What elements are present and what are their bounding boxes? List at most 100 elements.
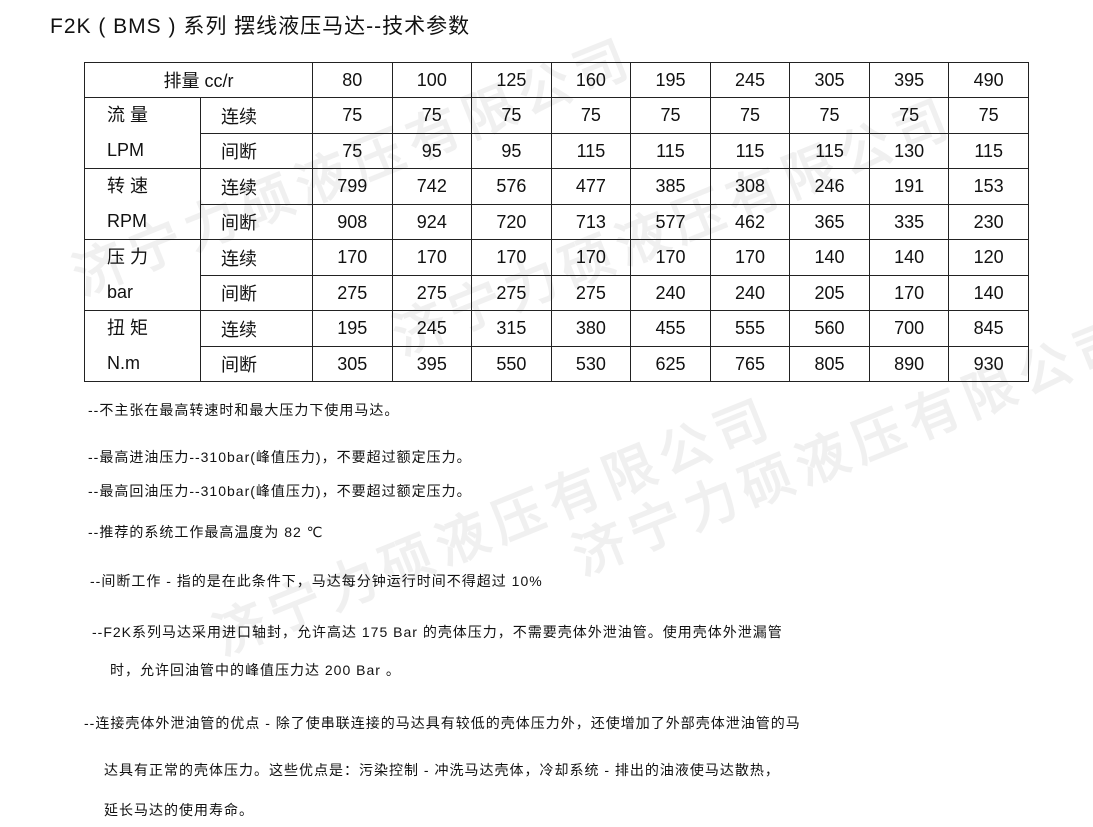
value-cell: 115	[948, 132, 1029, 170]
value-cell: 380	[550, 310, 632, 347]
value-cell: 240	[709, 274, 791, 312]
header-label: 排量 cc/r	[84, 61, 313, 99]
row-label: 连续	[200, 310, 313, 347]
group-label: 转 速 RPM	[84, 168, 201, 241]
value-cell: 170	[471, 239, 552, 276]
value-cell: 765	[709, 345, 791, 383]
table-row: 扭 矩 N.m 连续 195 245 315 380 455 555 560 700 845	[84, 310, 1029, 383]
value-cell: 240	[630, 274, 711, 312]
value-cell: 477	[550, 168, 632, 205]
value-cell: 170	[391, 239, 473, 276]
displacement-cell: 195	[630, 61, 711, 99]
displacement-cell: 305	[789, 61, 870, 99]
group-unit: RPM	[107, 211, 147, 232]
value-cell: 275	[471, 274, 552, 312]
displacement-cell: 160	[550, 61, 632, 99]
value-cell: 395	[391, 345, 473, 383]
value-cell: 115	[789, 132, 870, 170]
note-line: --连接壳体外泄油管的优点 - 除了使串联连接的马达具有较低的壳体压力外，还使增…	[84, 715, 801, 731]
value-cell: 75	[709, 97, 791, 134]
value-cell: 75	[948, 97, 1029, 134]
value-cell: 115	[550, 132, 632, 170]
table-row: 流 量 LPM 连续 75 75 75 75 75 75 75 75 75	[84, 97, 1029, 170]
group-unit: LPM	[107, 140, 145, 161]
table-row: 间断 305 395 550 530 625 765 805 890 930	[85, 345, 1029, 383]
value-cell: 75	[550, 97, 632, 134]
value-cell: 700	[868, 310, 950, 347]
value-cell: 170	[312, 239, 393, 276]
value-cell: 75	[391, 97, 473, 134]
value-cell: 315	[471, 310, 552, 347]
value-cell: 805	[789, 345, 870, 383]
value-cell: 230	[948, 203, 1029, 241]
value-cell: 305	[312, 345, 393, 383]
row-label: 间断	[200, 132, 313, 170]
value-cell: 115	[709, 132, 791, 170]
displacement-cell: 100	[391, 61, 473, 99]
row-label: 间断	[200, 274, 313, 312]
group-name: 流 量	[107, 105, 149, 126]
value-cell: 195	[312, 310, 393, 347]
value-cell: 140	[868, 239, 950, 276]
note-line: 达具有正常的壳体压力。这些优点是：污染控制 - 冲洗马达壳体，冷却系统 - 排出…	[104, 762, 780, 778]
table-row: 压 力 bar 连续 170 170 170 170 170 170 140 140 120	[84, 239, 1029, 312]
group-label: 流 量 LPM	[84, 97, 201, 170]
value-cell: 95	[391, 132, 473, 170]
value-cell: 120	[948, 239, 1029, 276]
note-line: --最高回油压力--310bar(峰值压力)，不要超过额定压力。	[88, 483, 472, 499]
note-line: 时，允许回油管中的峰值压力达 200 Bar 。	[110, 662, 401, 678]
row-label: 间断	[200, 203, 313, 241]
value-cell: 115	[630, 132, 711, 170]
group-unit: bar	[107, 282, 134, 303]
value-cell: 275	[391, 274, 473, 312]
value-cell: 246	[789, 168, 870, 205]
value-cell: 75	[312, 97, 393, 134]
table-row: 转 速 RPM 连续 799 742 576 477 385 308 246 191 153	[84, 168, 1029, 241]
value-cell: 625	[630, 345, 711, 383]
value-cell: 530	[550, 345, 632, 383]
value-cell: 560	[789, 310, 870, 347]
value-cell: 170	[630, 239, 711, 276]
value-cell: 140	[789, 239, 870, 276]
value-cell: 908	[312, 203, 393, 241]
value-cell: 720	[471, 203, 552, 241]
value-cell: 75	[789, 97, 870, 134]
group-name: 转 速	[107, 176, 149, 197]
value-cell: 75	[312, 132, 393, 170]
group-label: 压 力 bar	[84, 239, 201, 312]
note-line: --F2K系列马达采用进口轴封，允许高达 175 Bar 的壳体压力，不需要壳体…	[92, 624, 783, 640]
value-cell: 550	[471, 345, 552, 383]
value-cell: 713	[550, 203, 632, 241]
value-cell: 75	[630, 97, 711, 134]
value-cell: 205	[789, 274, 870, 312]
value-cell: 385	[630, 168, 711, 205]
value-cell: 930	[948, 345, 1029, 383]
value-cell: 365	[789, 203, 870, 241]
value-cell: 845	[948, 310, 1029, 347]
value-cell: 95	[471, 132, 552, 170]
value-cell: 75	[868, 97, 950, 134]
value-cell: 170	[868, 274, 950, 312]
value-cell: 462	[709, 203, 791, 241]
value-cell: 924	[391, 203, 473, 241]
note-line: --最高进油压力--310bar(峰值压力)，不要超过额定压力。	[88, 449, 472, 465]
table-header-row: 排量 cc/r 80 100 125 160 195 245 305 395 490	[84, 61, 1029, 99]
displacement-cell: 395	[868, 61, 950, 99]
note-line: --推荐的系统工作最高温度为 82 ℃	[88, 524, 324, 540]
note-line: --不主张在最高转速时和最大压力下使用马达。	[88, 402, 400, 418]
value-cell: 555	[709, 310, 791, 347]
row-label: 连续	[200, 168, 313, 205]
value-cell: 130	[868, 132, 950, 170]
page-title: F2K ( BMS ) 系列 摆线液压马达--技术参数	[50, 15, 471, 38]
spec-table: 排量 cc/r 80 100 125 160 195 245 305 395 490 流 量 LP…	[84, 61, 1029, 383]
value-cell: 140	[948, 274, 1029, 312]
value-cell: 742	[391, 168, 473, 205]
row-label: 连续	[200, 239, 313, 276]
table-row: 间断 908 924 720 713 577 462 365 335 230	[85, 203, 1029, 241]
row-label: 间断	[200, 345, 313, 383]
value-cell: 191	[868, 168, 950, 205]
note-line: 延长马达的使用寿命。	[104, 802, 254, 818]
value-cell: 275	[312, 274, 393, 312]
value-cell: 308	[709, 168, 791, 205]
group-unit: N.m	[107, 353, 140, 374]
